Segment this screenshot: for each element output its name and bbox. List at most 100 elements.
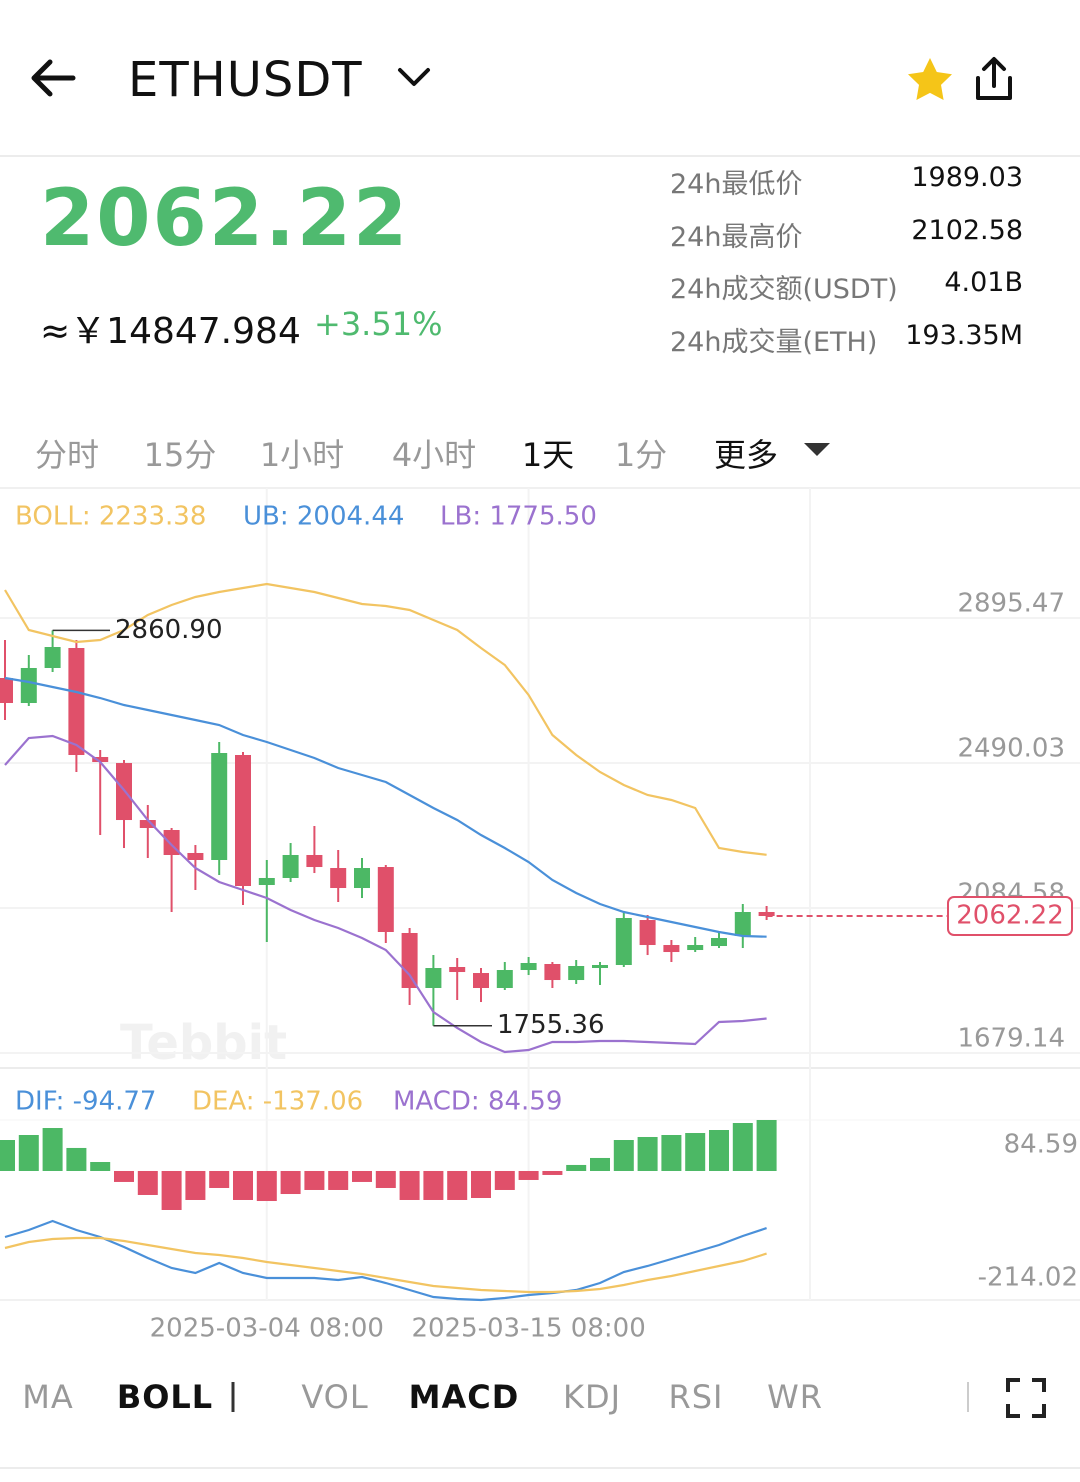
macd-bar [732,1123,753,1171]
y-tick-label: 84.59 [1004,1130,1078,1160]
macd-bar [114,1170,134,1182]
candle-body [354,868,370,889]
legend-entry: LB: 1775.50 [440,502,597,532]
timeframe-tab[interactable]: 1天 [521,436,575,474]
legend-entry: MACD: 84.59 [393,1087,562,1117]
macd-line [4,1219,767,1302]
macd-bar [685,1133,706,1171]
macd-bar [542,1170,563,1175]
candle-body [615,918,632,966]
macd-bar [233,1170,253,1200]
watermark: Tebbit [120,1015,287,1071]
macd-bar [280,1170,301,1195]
candle-body [377,867,394,932]
candle-body [425,968,442,988]
more-arrow[interactable] [802,440,832,458]
indicator-tab[interactable]: MA [22,1378,74,1416]
macd-line [4,1236,767,1294]
low-label: 1755.36 [497,1010,605,1040]
macd-bar [518,1170,539,1180]
macd-bar [256,1170,277,1202]
macd-bar [756,1120,777,1171]
timeframe-tab[interactable]: 1小时 [259,436,345,474]
macd-bar [399,1170,420,1200]
macd-bar [352,1170,372,1182]
macd-bar [18,1135,39,1171]
macd-bar [661,1135,682,1171]
timeframe-tab[interactable]: 4小时 [391,436,477,474]
macd-bar [494,1170,515,1190]
timeframe-tab[interactable]: 更多 [713,436,778,474]
macd-bar [375,1170,396,1188]
stat-label: 24h成交额(USDT) [670,274,898,306]
candle-body [568,966,585,981]
price-change: +3.51% [314,305,443,343]
timeframe-tab[interactable]: 1分 [614,436,668,474]
candle-body [663,945,680,953]
candle-body [92,757,109,763]
candle-body [330,868,347,889]
macd-bar [161,1170,182,1210]
candle-body [258,877,275,886]
band-line [4,734,767,1054]
indicator-tab[interactable]: WR [767,1378,823,1416]
indicator-tab[interactable]: VOL [301,1378,369,1416]
candle-body [20,667,37,704]
band-line [4,582,767,856]
header-divider [0,155,1080,157]
macd-bar [447,1170,468,1200]
macd-bar [328,1170,349,1190]
macd-bar [209,1170,230,1188]
y-tick-label: 2084.58 [957,879,1065,909]
candle-body [68,648,85,756]
stat-label: 24h成交量(ETH) [670,326,878,358]
stat-value: 2102.58 [911,214,1023,246]
y-tick-label: 1679.14 [957,1024,1065,1054]
candle-body [0,678,13,704]
indicator-tab[interactable]: RSI [668,1378,724,1416]
macd-bar [90,1162,111,1171]
macd-bar [185,1170,206,1200]
candle-body [734,912,751,936]
last-price: 2062.22 [40,174,410,264]
x-tick-label: 2025-03-04 08:00 [150,1314,384,1344]
macd-bar [637,1136,658,1171]
macd-bar [709,1130,729,1171]
candle-body [235,755,251,887]
y-tick-label: 2895.47 [957,589,1065,619]
candle-body [44,647,61,668]
macd-bar [613,1140,634,1171]
legend-entry: BOLL: 2233.38 [15,502,206,532]
fullscreen-icon[interactable] [1006,1378,1046,1418]
back-button[interactable] [28,58,78,98]
candle-body [639,920,656,946]
candle-body [211,753,228,861]
share-button[interactable] [970,56,1018,102]
macd-bar [566,1164,587,1171]
stat-value: 1989.03 [911,162,1023,193]
indicator-tab[interactable]: MACD [408,1378,520,1416]
candle-body [592,965,608,969]
indicator-tab[interactable]: KDJ [562,1378,622,1416]
macd-bar [423,1170,444,1200]
timeframe-tab[interactable]: 15分 [143,436,217,474]
candle-body [520,963,537,971]
last-price-box [947,896,1073,937]
favorite-star[interactable] [906,56,954,102]
macd-bar [42,1128,63,1171]
candle-body [163,829,180,855]
symbol[interactable]: ETHUSDT [128,52,363,108]
macd-bar [66,1147,87,1171]
stat-label: 24h最高价 [670,221,803,253]
timeframe-tab[interactable]: 分时 [34,436,99,474]
macd-bar [471,1170,491,1198]
legend-entry: DEA: -137.06 [192,1087,363,1117]
macd-bar [0,1140,15,1171]
indicator-tab[interactable]: BOLL [116,1378,214,1416]
price-cny: ≈￥14847.984 [40,311,301,352]
band-line [4,676,767,938]
stat-label: 24h最低价 [670,169,803,200]
y-tick-label: 2490.03 [957,734,1065,764]
symbol-dropdown[interactable] [396,66,432,90]
